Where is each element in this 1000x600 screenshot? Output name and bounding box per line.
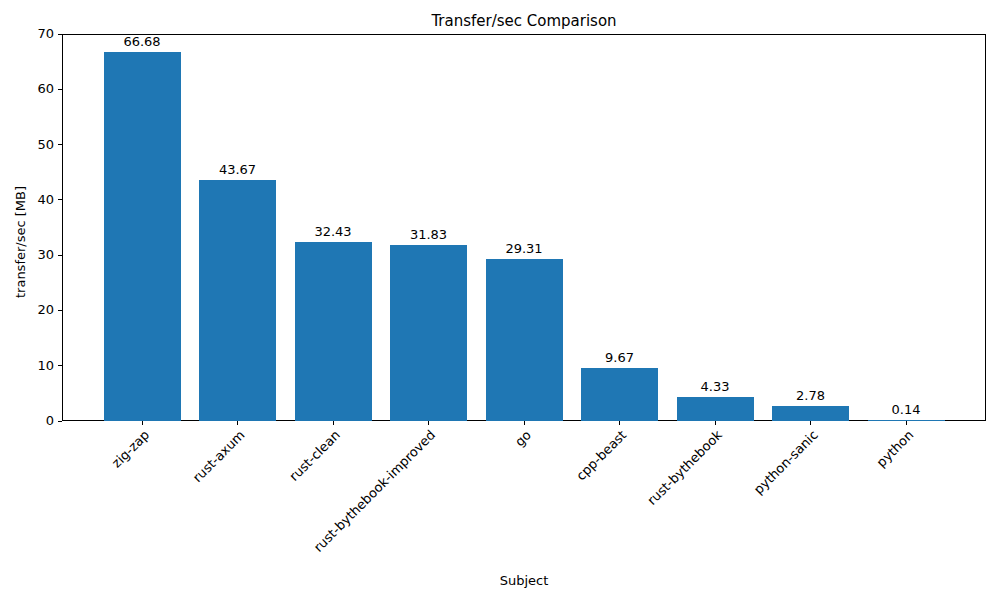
y-tick-mark: [58, 144, 62, 145]
bar-value-label: 2.78: [771, 389, 851, 403]
bar-value-label: 32.43: [293, 225, 373, 239]
x-tick-label: go: [513, 428, 534, 449]
bar: [390, 245, 467, 421]
bar-value-label: 9.67: [580, 351, 660, 365]
bar-value-label: 66.68: [102, 35, 182, 49]
y-tick-mark: [58, 89, 62, 90]
bar: [104, 52, 181, 421]
chart-title: Transfer/sec Comparison: [62, 12, 986, 30]
y-tick-label: 30: [0, 248, 54, 262]
bar-value-label: 43.67: [198, 163, 278, 177]
bar: [486, 259, 563, 421]
y-tick-mark: [58, 34, 62, 35]
y-tick-mark: [58, 199, 62, 200]
y-tick-label: 0: [0, 414, 54, 428]
x-tick-mark: [524, 421, 525, 425]
x-tick-mark: [428, 421, 429, 425]
x-tick-label: python-sanic: [751, 428, 820, 497]
bar: [295, 242, 372, 421]
y-tick-mark: [58, 365, 62, 366]
x-tick-label: rust-axum: [190, 428, 247, 485]
y-tick-label: 50: [0, 138, 54, 152]
x-tick-label: rust-bythebook: [645, 428, 725, 508]
bar-chart-figure: Transfer/sec Comparison transfer/sec [MB…: [0, 0, 1000, 600]
bar: [581, 368, 658, 421]
y-tick-mark: [58, 310, 62, 311]
x-tick-label: cpp-beast: [574, 428, 629, 483]
x-tick-mark: [237, 421, 238, 425]
x-tick-mark: [142, 421, 143, 425]
y-tick-label: 20: [0, 303, 54, 317]
y-tick-label: 60: [0, 82, 54, 96]
bar-value-label: 29.31: [484, 242, 564, 256]
x-tick-mark: [619, 421, 620, 425]
x-tick-mark: [906, 421, 907, 425]
x-axis-label: Subject: [62, 573, 986, 588]
x-tick-label: zig-zap: [109, 428, 152, 471]
bar: [677, 397, 754, 421]
y-tick-mark: [58, 421, 62, 422]
y-tick-label: 40: [0, 193, 54, 207]
x-tick-mark: [333, 421, 334, 425]
y-tick-label: 10: [0, 359, 54, 373]
x-tick-mark: [810, 421, 811, 425]
bar-value-label: 31.83: [389, 228, 469, 242]
bar-value-label: 4.33: [675, 380, 755, 394]
x-tick-label: rust-clean: [287, 428, 343, 484]
bar-value-label: 0.14: [866, 403, 946, 417]
bar: [199, 180, 276, 421]
bar: [772, 406, 849, 421]
y-tick-mark: [58, 255, 62, 256]
x-tick-label: python: [874, 428, 916, 470]
x-tick-mark: [715, 421, 716, 425]
y-tick-label: 70: [0, 27, 54, 41]
